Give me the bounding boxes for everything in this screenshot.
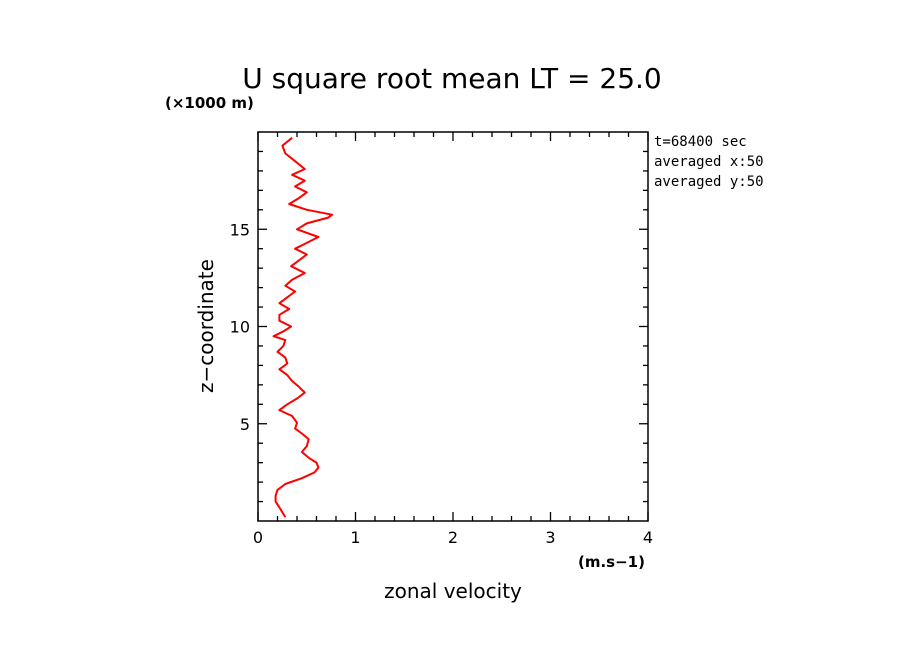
tick-label-group: 0 1 2 3 4 5 10 15 <box>230 220 653 547</box>
x-tick-label: 1 <box>350 528 360 547</box>
info-line-1: t=68400 sec <box>654 134 747 150</box>
x-tick-label: 4 <box>643 528 653 547</box>
info-line-2: averaged x:50 <box>654 154 764 170</box>
y-tick-label: 5 <box>240 415 250 434</box>
chart-title: U square root mean LT = 25.0 <box>242 62 661 95</box>
x-axis-label: zonal velocity <box>384 579 522 603</box>
x-tick-label: 3 <box>545 528 555 547</box>
x-tick-label: 2 <box>448 528 458 547</box>
series-line <box>272 137 334 518</box>
y-axis-label: z−coordinate <box>194 259 218 393</box>
y-tick-label: 15 <box>230 220 250 239</box>
x-tick-label: 0 <box>253 528 263 547</box>
info-line-3: averaged y:50 <box>654 174 764 190</box>
y-tick-label: 10 <box>230 318 250 337</box>
y-unit-label: (×1000 m) <box>165 94 254 112</box>
x-unit-label: (m.s−1) <box>578 553 645 571</box>
tick-group <box>257 132 649 521</box>
